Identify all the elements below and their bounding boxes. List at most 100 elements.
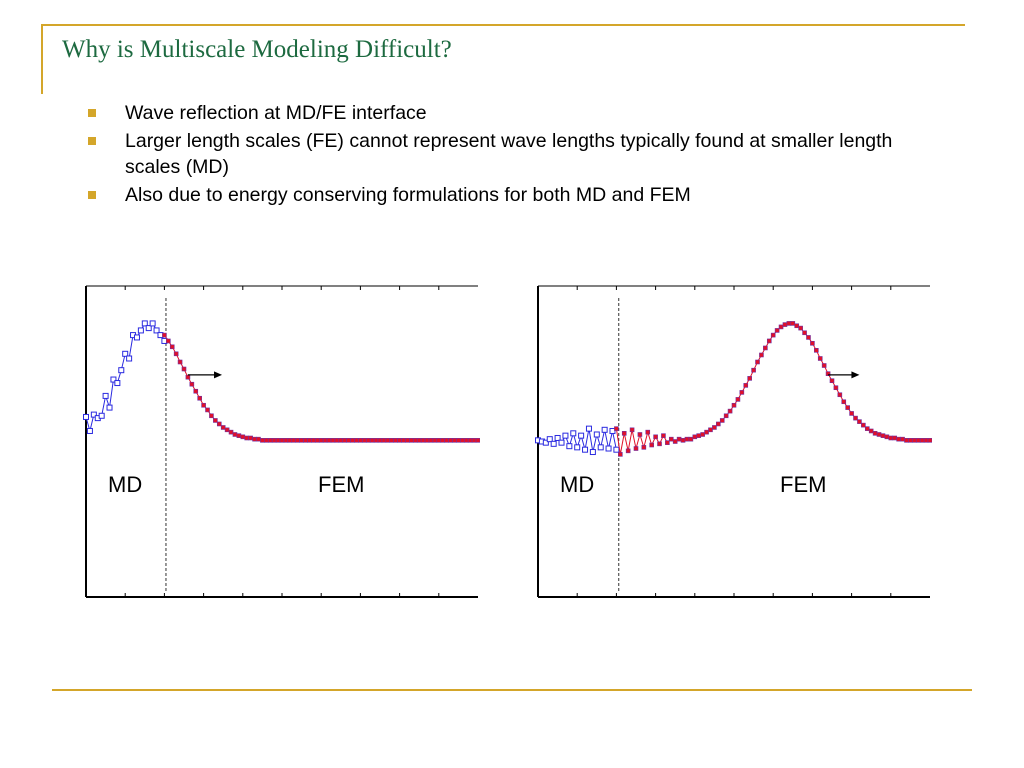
fem-data-point <box>790 321 796 326</box>
fem-data-point <box>303 438 308 443</box>
fem-data-point <box>420 438 426 443</box>
fem-data-point <box>264 438 269 443</box>
bullet-text: Larger length scales (FE) cannot represe… <box>125 130 893 178</box>
fem-data-point <box>629 427 635 433</box>
fem-data-point <box>864 426 870 431</box>
fem-data-point <box>625 448 631 454</box>
fem-data-point <box>912 438 917 443</box>
fem-data-point <box>618 452 623 457</box>
fem-data-point <box>774 328 780 333</box>
fem-data-point <box>209 413 214 419</box>
fem-data-point <box>271 438 277 443</box>
fem-data-point <box>224 427 230 433</box>
fem-data-point <box>614 426 619 431</box>
md-data-point <box>601 426 608 433</box>
fem-data-point <box>381 438 387 443</box>
fem-data-point <box>688 436 694 442</box>
md-data-point <box>106 404 113 411</box>
fem-data-point <box>275 438 281 443</box>
fem-data-point <box>633 446 639 451</box>
md-data-point <box>578 432 585 439</box>
fem-data-point <box>723 413 729 419</box>
md-data-point <box>605 445 612 452</box>
fem-data-point <box>197 395 202 401</box>
fem-data-point <box>330 438 336 443</box>
fem-data-point <box>201 402 206 408</box>
fem-data-point <box>287 438 293 443</box>
md-data-point <box>98 412 105 419</box>
fem-data-point <box>637 432 643 437</box>
fem-data-point <box>452 438 457 443</box>
fem-data-point <box>696 433 702 438</box>
bullet-item: Larger length scales (FE) cannot represe… <box>88 128 908 180</box>
fem-data-point <box>424 438 430 443</box>
fem-data-point <box>205 407 210 413</box>
md-data-point <box>597 444 604 451</box>
fem-data-point <box>841 399 847 405</box>
series-line-md <box>85 322 165 433</box>
md-data-point <box>145 325 152 332</box>
footer-rule <box>52 689 972 691</box>
fem-data-point <box>444 438 449 443</box>
md-data-point <box>570 430 577 437</box>
fem-data-point <box>661 433 666 438</box>
fem-data-point <box>440 438 446 443</box>
md-data-point <box>593 431 600 438</box>
fem-data-point <box>884 434 890 440</box>
wave-plot-after: MD FEM <box>532 280 932 605</box>
fem-data-point <box>676 436 682 442</box>
fem-data-point <box>649 442 654 448</box>
md-data-point <box>102 392 109 399</box>
fem-data-point <box>169 344 175 350</box>
wave-plot-before: MD FEM <box>80 280 480 605</box>
fem-data-point <box>872 431 878 436</box>
fem-data-point <box>248 435 253 441</box>
fem-data-point <box>786 321 792 326</box>
fem-data-point <box>904 438 909 443</box>
fem-data-point <box>428 438 434 443</box>
fem-data-point <box>362 438 367 443</box>
fem-data-point <box>397 438 402 443</box>
md-data-point <box>558 439 565 446</box>
fem-data-point <box>672 439 678 444</box>
fem-data-point <box>173 351 179 357</box>
fem-data-point <box>810 340 815 346</box>
arrow-right-icon <box>214 371 223 379</box>
fem-data-point <box>377 438 383 443</box>
plot-svg <box>83 285 480 598</box>
fem-data-point <box>220 425 226 430</box>
fem-data-point <box>653 434 658 440</box>
slide-title: Why is Multiscale Modeling Difficult? <box>62 36 452 63</box>
series-line-fem <box>163 334 478 441</box>
fem-data-point <box>177 359 183 365</box>
fem-data-point <box>412 438 418 443</box>
fem-data-point <box>185 374 191 380</box>
fem-data-point <box>475 438 480 443</box>
fem-data-point <box>731 402 737 408</box>
fem-data-point <box>166 338 171 344</box>
fem-data-point <box>460 438 465 443</box>
md-data-point <box>582 446 589 453</box>
fem-data-point <box>829 378 835 384</box>
fem-data-point <box>236 433 242 438</box>
fem-data-point <box>845 405 850 410</box>
fem-data-point <box>389 438 395 443</box>
fem-data-point <box>782 322 788 327</box>
fem-data-point <box>189 381 195 387</box>
fem-data-point <box>416 438 422 443</box>
fem-data-point <box>857 419 862 424</box>
fem-data-point <box>307 438 312 443</box>
fem-data-point <box>645 429 651 435</box>
square-bullet-icon <box>88 137 96 145</box>
fem-data-point <box>385 438 391 443</box>
md-data-point <box>542 439 549 446</box>
fem-region-label: FEM <box>318 472 365 497</box>
fem-data-point <box>358 438 363 443</box>
fem-data-point <box>735 397 741 402</box>
md-data-point <box>110 376 117 383</box>
bullet-text: Also due to energy conserving formulatio… <box>125 184 691 206</box>
fem-data-point <box>778 324 784 330</box>
md-region-label: MD <box>108 472 143 497</box>
fem-data-point <box>704 429 709 435</box>
fem-data-point <box>665 440 670 445</box>
